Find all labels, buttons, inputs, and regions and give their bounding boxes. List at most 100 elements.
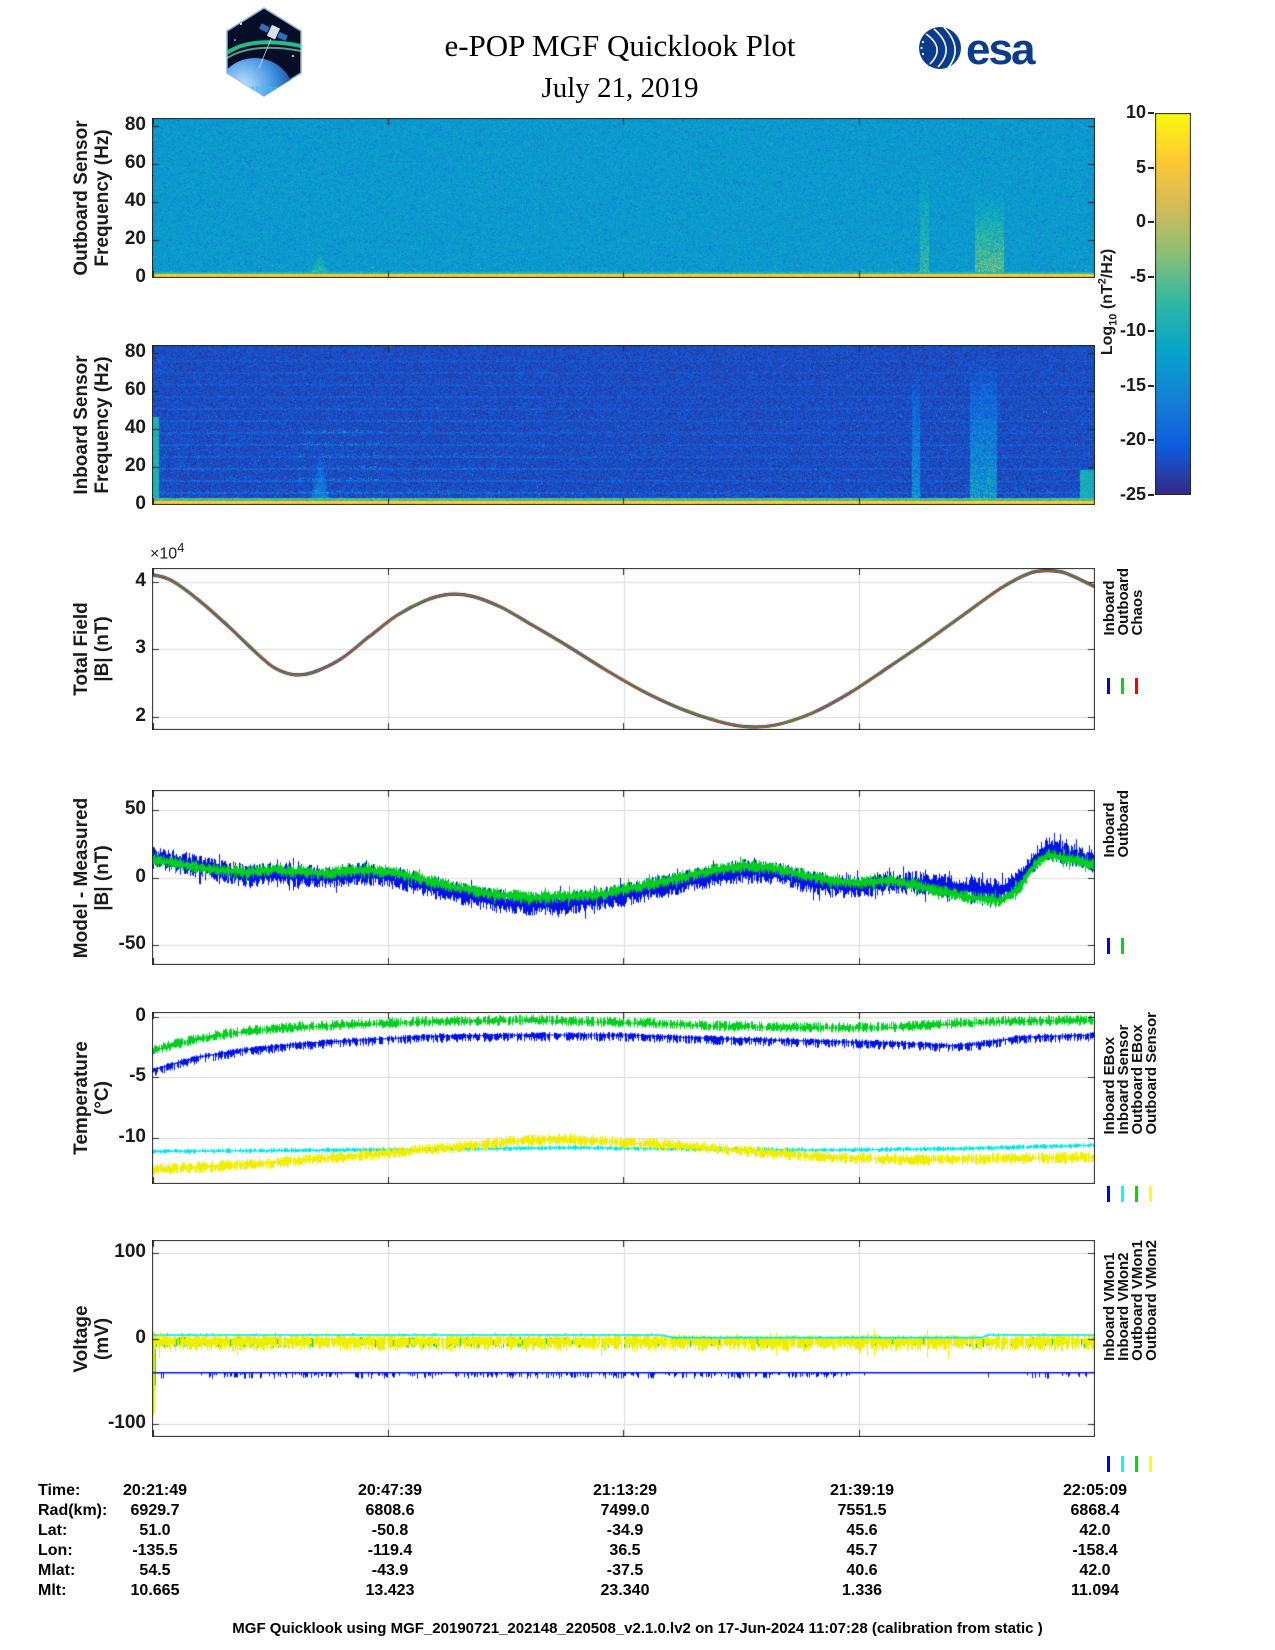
esa-logo-text: esa bbox=[966, 25, 1036, 74]
colorbar-tick-mark bbox=[1148, 112, 1154, 114]
table-row-label: Mlat: bbox=[38, 1562, 76, 1579]
legend-label: Outboard VMon1 bbox=[1129, 1240, 1146, 1361]
table-cell: 6929.7 bbox=[130, 1502, 180, 1519]
temperature-ytick-label: 0 bbox=[135, 1004, 146, 1026]
table-cell: 21:39:19 bbox=[829, 1482, 895, 1499]
legend-swatch bbox=[1134, 1186, 1138, 1202]
colorbar-tick-label: -10 bbox=[1119, 320, 1146, 341]
ylabel-line: Temperature bbox=[71, 1041, 92, 1155]
esa-globe-stripe bbox=[933, 28, 947, 68]
table-cell: 20:47:39 bbox=[357, 1482, 423, 1499]
colorbar-tick-mark bbox=[1148, 275, 1154, 278]
inboard-spectrogram-ytick-label: 80 bbox=[124, 340, 146, 362]
total-field-ytick-label: 4 bbox=[135, 569, 146, 591]
legend-swatch bbox=[1120, 938, 1124, 954]
outboard-spectrogram-ytick-label: 0 bbox=[135, 266, 146, 287]
temperature-legend-swatches bbox=[1101, 1186, 1157, 1202]
table-cell: 40.6 bbox=[846, 1562, 878, 1579]
star-dot bbox=[234, 39, 236, 41]
table-cell: -50.8 bbox=[371, 1522, 409, 1539]
legend-label: Outboard VMon2 bbox=[1143, 1240, 1160, 1361]
legend-swatch bbox=[1120, 678, 1124, 694]
model-measured-plot bbox=[152, 790, 1095, 965]
star-dot bbox=[286, 17, 288, 19]
legend-swatch bbox=[1148, 1186, 1152, 1202]
table-cell: 10.665 bbox=[130, 1582, 180, 1599]
legend-swatch bbox=[1134, 678, 1138, 694]
legend-label: Inboard Sensor bbox=[1115, 1024, 1132, 1135]
inboard-spectrogram-ytick-label: 60 bbox=[124, 378, 146, 400]
legend-swatch bbox=[1148, 1456, 1152, 1472]
outboard-spectrogram-ytick-label: 60 bbox=[124, 151, 146, 173]
table-cell: -119.4 bbox=[367, 1542, 413, 1559]
esa-globe-stripe bbox=[925, 33, 938, 65]
table-row-label: Rad(km): bbox=[38, 1502, 108, 1519]
esa-globe-dot bbox=[921, 52, 925, 56]
table-cell: -135.5 bbox=[132, 1542, 178, 1559]
colorbar-tick-label: 0 bbox=[1135, 211, 1146, 232]
aurora-graphic bbox=[227, 40, 301, 55]
table-cell: 45.6 bbox=[846, 1522, 878, 1539]
inboard-spectrogram-ytick-label: 0 bbox=[135, 493, 146, 514]
colorbar-tick-label: -5 bbox=[1129, 265, 1146, 286]
voltage-ytick-label: -100 bbox=[107, 1412, 146, 1434]
model-measured-ytick-label: 50 bbox=[124, 798, 146, 820]
cassiope-logo: CASSIOPE bbox=[226, 7, 302, 97]
ylabel-line: Inboard Sensor bbox=[71, 355, 92, 495]
table-cell: -158.4 bbox=[1072, 1542, 1118, 1559]
table-cell: 6808.6 bbox=[365, 1502, 415, 1519]
legend-label: Inboard bbox=[1101, 580, 1118, 636]
colorbar-tick-mark bbox=[1148, 384, 1154, 387]
legend-label: Outboard EBox bbox=[1129, 1024, 1146, 1135]
colorbar-tick-label: -15 bbox=[1119, 374, 1146, 395]
legend-swatch bbox=[1106, 678, 1110, 694]
legend-swatch bbox=[1106, 1186, 1110, 1202]
aurora-graphic-2 bbox=[227, 46, 301, 59]
voltage-plot bbox=[152, 1240, 1095, 1437]
legend-label: Outboard Sensor bbox=[1143, 1012, 1160, 1135]
model-measured-legend: Inboard Outboard bbox=[1101, 790, 1132, 858]
outboard-spectrogram-ytick-label: 20 bbox=[124, 227, 146, 249]
beam-graphic bbox=[258, 38, 272, 69]
colorbar-label-part: (nT bbox=[1099, 284, 1117, 314]
page-title: e-POP MGF Quicklook Plot bbox=[444, 28, 796, 63]
legend-swatch bbox=[1134, 1456, 1138, 1472]
table-row-label: Mlt: bbox=[38, 1582, 67, 1599]
legend-label: Inboard VMon2 bbox=[1115, 1252, 1132, 1361]
ylabel-line: Model - Measured bbox=[71, 797, 92, 958]
total-field-ytick-label: 2 bbox=[135, 704, 146, 726]
satellite-icon bbox=[259, 23, 288, 42]
legend-swatch bbox=[1106, 1456, 1110, 1472]
esa-logo: esa bbox=[919, 25, 1038, 74]
colorbar-tick-mark bbox=[1148, 439, 1154, 442]
table-cell: 21:13:29 bbox=[592, 1482, 658, 1499]
colorbar-tick-label: 10 bbox=[1125, 102, 1146, 122]
table-cell: 45.7 bbox=[846, 1542, 878, 1559]
colorbar-tick-mark bbox=[1148, 494, 1154, 496]
page-date: July 21, 2019 bbox=[541, 72, 699, 104]
colorbar-tick-mark bbox=[1148, 221, 1154, 224]
table-cell: 20:21:49 bbox=[122, 1482, 188, 1499]
legend-label: Inboard EBox bbox=[1101, 1037, 1118, 1135]
voltage-legend-swatches bbox=[1101, 1456, 1157, 1472]
model-measured-ytick-label: 0 bbox=[135, 865, 146, 887]
inboard-spectrogram-ytick-label: 20 bbox=[124, 454, 146, 476]
temperature-ytick-label: -5 bbox=[129, 1065, 146, 1087]
outboard-spectrogram-ytick-label: 80 bbox=[124, 113, 146, 135]
legend-label: Chaos bbox=[1129, 589, 1146, 636]
table-cell: 22:05:09 bbox=[1062, 1482, 1128, 1499]
table-cell: 42.0 bbox=[1079, 1562, 1111, 1579]
star-dot bbox=[292, 55, 294, 57]
outboard-spectrogram-plot bbox=[152, 118, 1095, 278]
total-field-ytick-label: 3 bbox=[135, 637, 146, 658]
exponent-power: 4 bbox=[177, 540, 185, 555]
table-cell: -43.9 bbox=[371, 1562, 409, 1579]
temperature-ytick-label: -10 bbox=[118, 1125, 146, 1147]
table-cell: 13.423 bbox=[365, 1582, 415, 1599]
colorbar-tick-mark bbox=[1148, 330, 1154, 333]
total-field-legend-swatches bbox=[1101, 678, 1143, 694]
table-row-label: Lat: bbox=[38, 1522, 68, 1539]
total-field-plot bbox=[152, 568, 1095, 730]
table-cell: 36.5 bbox=[609, 1542, 641, 1559]
